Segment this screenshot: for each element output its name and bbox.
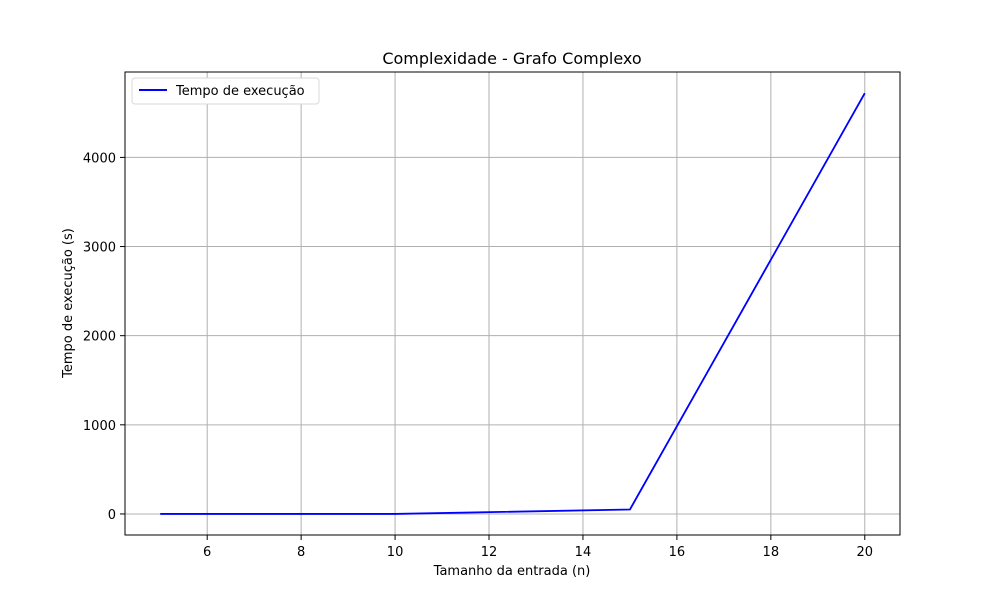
x-tick-label: 10 [387,545,404,560]
plot-background [125,72,900,535]
y-tick-label: 3000 [83,241,116,256]
y-tick-label: 0 [108,508,116,523]
chart-title: Complexidade - Grafo Complexo [382,49,641,68]
x-tick-label: 12 [481,545,498,560]
y-tick-label: 4000 [83,151,116,166]
y-axis-label: Tempo de execução (s) [61,228,76,379]
legend: Tempo de execução [131,77,320,105]
x-tick-label: 18 [763,545,780,560]
y-tick-label: 2000 [83,330,116,345]
legend-label: Tempo de execução [175,84,305,99]
axes-frame [124,71,901,536]
legend-box [131,77,320,105]
x-axis-label: Tamanho da entrada (n) [433,564,591,579]
plot-area: 6 8 10 12 14 16 18 20 0 1000 2000 3000 4000 [83,71,901,560]
series-line [160,92,866,515]
x-tick-label: 14 [575,545,592,560]
x-tick-label: 20 [856,545,873,560]
x-tick-label: 8 [297,545,305,560]
x-tick-label: 16 [669,545,686,560]
x-tick-label: 6 [203,545,211,560]
y-tick-label: 1000 [83,419,116,434]
